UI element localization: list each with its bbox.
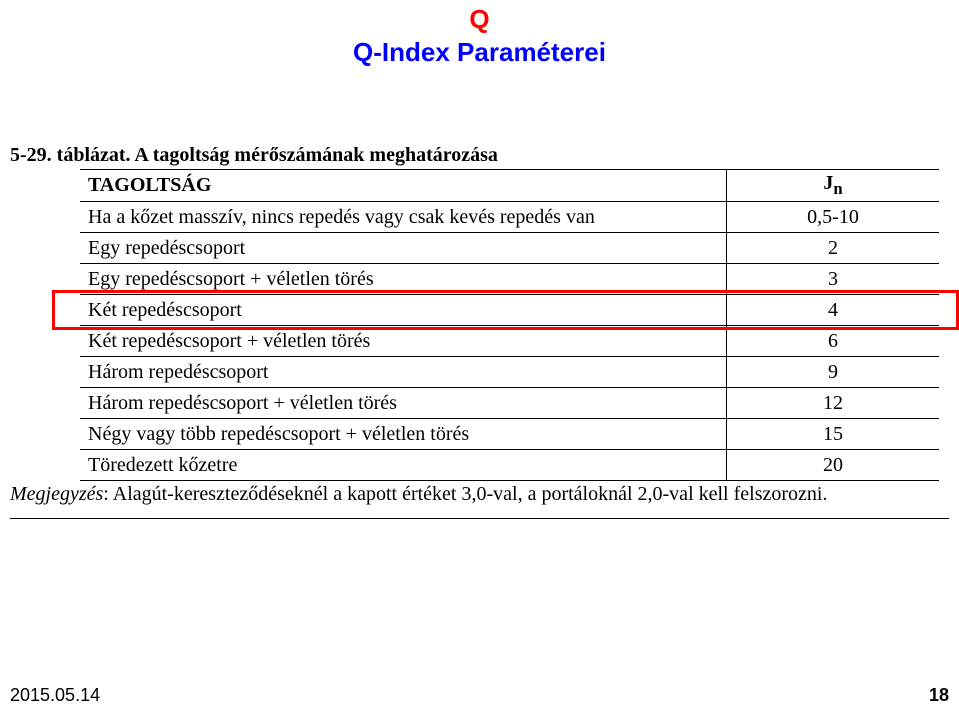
table-row: Három repedéscsoport 9 [80, 357, 939, 388]
cell-val: 4 [727, 295, 940, 326]
title-block: Q Q-Index Paraméterei [0, 0, 959, 68]
cell-val: 20 [727, 450, 940, 481]
note-text: : Alagút-kereszteződéseknél a kapott ért… [103, 483, 827, 505]
table-row: Két repedéscsoport + véletlen törés 6 [80, 326, 939, 357]
cell-desc: Három repedéscsoport [80, 357, 727, 388]
cell-val: 3 [727, 264, 940, 295]
table-row: Egy repedéscsoport 2 [80, 233, 939, 264]
cell-desc: Négy vagy több repedéscsoport + véletlen… [80, 419, 727, 450]
header-desc: TAGOLTSÁG [80, 170, 727, 202]
slide: Q Q-Index Paraméterei 5-29. táblázat. A … [0, 0, 959, 714]
cell-val: 0,5-10 [727, 202, 940, 233]
header-val: Jn [727, 170, 940, 202]
footer-page: 18 [929, 685, 949, 706]
title-sub: Q-Index Paraméterei [0, 37, 959, 68]
cell-desc: Két repedéscsoport [80, 295, 727, 326]
table-row: Ha a kőzet masszív, nincs repedés vagy c… [80, 202, 939, 233]
cell-val: 12 [727, 388, 940, 419]
table-row: Egy repedéscsoport + véletlen törés 3 [80, 264, 939, 295]
table-caption: 5-29. táblázat. A tagoltság mérőszámának… [10, 144, 959, 167]
cell-desc: Egy repedéscsoport [80, 233, 727, 264]
table-row: Két repedéscsoport 4 [80, 295, 939, 326]
table-wrap: TAGOLTSÁG Jn Ha a kőzet masszív, nincs r… [80, 169, 939, 481]
header-val-sub: n [833, 179, 842, 198]
table-row: Töredezett kőzetre 20 [80, 450, 939, 481]
q-index-table: TAGOLTSÁG Jn Ha a kőzet masszív, nincs r… [80, 169, 939, 481]
table-row: Három repedéscsoport + véletlen törés 12 [80, 388, 939, 419]
cell-desc: Egy repedéscsoport + véletlen törés [80, 264, 727, 295]
table-body: Ha a kőzet masszív, nincs repedés vagy c… [80, 202, 939, 481]
cell-desc: Három repedéscsoport + véletlen törés [80, 388, 727, 419]
cell-val: 15 [727, 419, 940, 450]
title-top: Q [0, 4, 959, 35]
cell-desc: Ha a kőzet masszív, nincs repedés vagy c… [80, 202, 727, 233]
caption-text: 5-29. táblázat. A tagoltság mérőszámának… [10, 144, 498, 166]
cell-val: 6 [727, 326, 940, 357]
cell-val: 2 [727, 233, 940, 264]
note-label: Megjegyzés [10, 483, 103, 505]
footer-date: 2015.05.14 [10, 685, 100, 706]
cell-desc: Töredezett kőzetre [80, 450, 727, 481]
cell-val: 9 [727, 357, 940, 388]
table-row: Négy vagy több repedéscsoport + véletlen… [80, 419, 939, 450]
header-val-text: J [823, 172, 833, 194]
table-header-row: TAGOLTSÁG Jn [80, 170, 939, 202]
cell-desc: Két repedéscsoport + véletlen törés [80, 326, 727, 357]
table-note: Megjegyzés: Alagút-kereszteződéseknél a … [10, 483, 949, 519]
